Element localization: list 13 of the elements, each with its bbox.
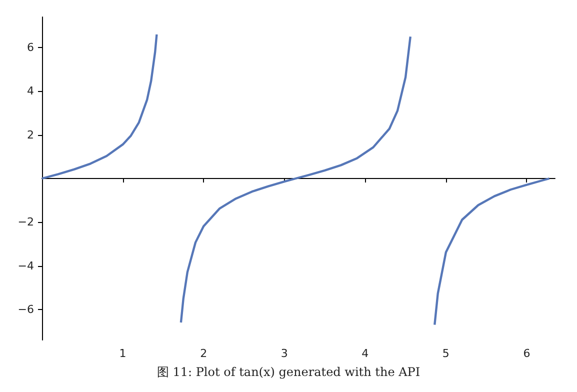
y-tick-label: −6 bbox=[18, 302, 34, 316]
y-tick-label: 2 bbox=[27, 128, 34, 142]
y-tick-label: −2 bbox=[18, 216, 34, 229]
x-tick-label: 1 bbox=[119, 347, 126, 360]
y-tick-label: 4 bbox=[27, 84, 34, 98]
x-tick-label: 3 bbox=[280, 347, 288, 360]
caption: 图 11: Plot of tan(x) generated with the API bbox=[156, 365, 420, 379]
x-tick-label: 5 bbox=[442, 347, 450, 360]
x-tick-label: 6 bbox=[523, 347, 530, 360]
x-tick-label: 4 bbox=[362, 347, 369, 360]
x-tick-label: 2 bbox=[200, 347, 208, 360]
y-tick-label: −4 bbox=[18, 259, 34, 272]
y-tick-label: 6 bbox=[27, 41, 34, 54]
